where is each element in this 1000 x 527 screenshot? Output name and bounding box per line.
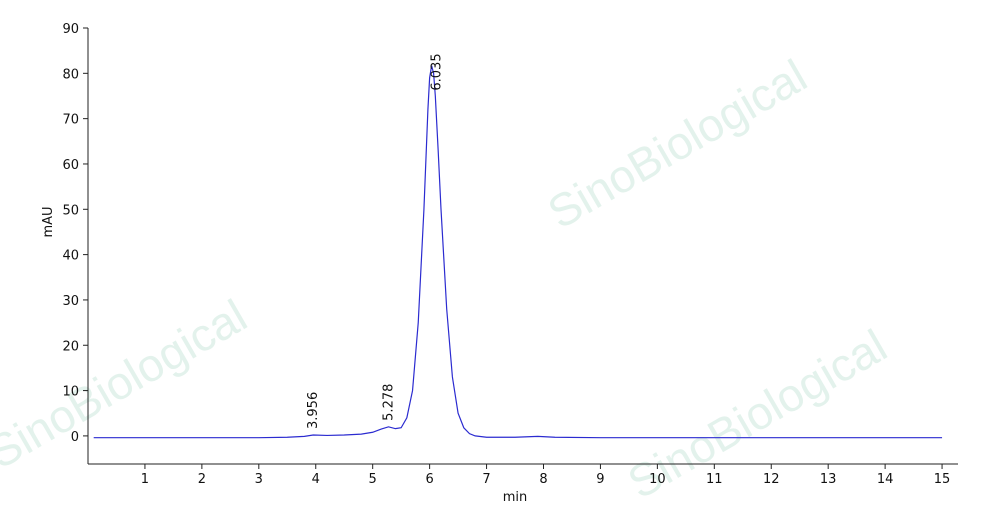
x-tick-label: 3: [255, 472, 263, 487]
y-tick-label: 50: [62, 203, 79, 218]
x-tick-label: 5: [369, 472, 377, 487]
x-tick-label: 10: [649, 472, 666, 487]
x-tick-label: 9: [596, 472, 604, 487]
x-tick-label: 1: [141, 472, 149, 487]
y-tick-label: 10: [62, 385, 79, 400]
x-tick-label: 6: [425, 472, 433, 487]
peak-label: 3.956: [306, 392, 321, 429]
x-tick-label: 8: [539, 472, 547, 487]
y-tick-label: 80: [62, 67, 79, 82]
peak-label: 5.278: [382, 384, 397, 421]
y-tick-label: 30: [62, 294, 79, 309]
y-tick-label: 90: [62, 22, 79, 37]
x-tick-label: 11: [706, 472, 723, 487]
x-tick-label: 2: [198, 472, 206, 487]
watermark: SinoBiological: [0, 289, 255, 479]
watermark: SinoBiological: [539, 49, 815, 239]
y-axis-label: mAU: [41, 206, 56, 237]
y-tick-label: 70: [62, 113, 79, 128]
line: [93, 65, 943, 439]
y-tick-label: 20: [62, 339, 79, 354]
y-tick-label: 60: [62, 158, 79, 173]
x-axis-label: min: [503, 490, 528, 505]
x-tick-label: 7: [482, 472, 490, 487]
x-tick-label: 4: [312, 472, 320, 487]
peak-label: 6.035: [430, 53, 445, 90]
x-tick-label: 12: [763, 472, 780, 487]
y-tick-label: 40: [62, 249, 79, 264]
x-tick-label: 14: [877, 472, 894, 487]
x-tick-label: 15: [934, 472, 951, 487]
x-tick-label: 13: [820, 472, 837, 487]
y-tick-label: 0: [71, 430, 79, 445]
